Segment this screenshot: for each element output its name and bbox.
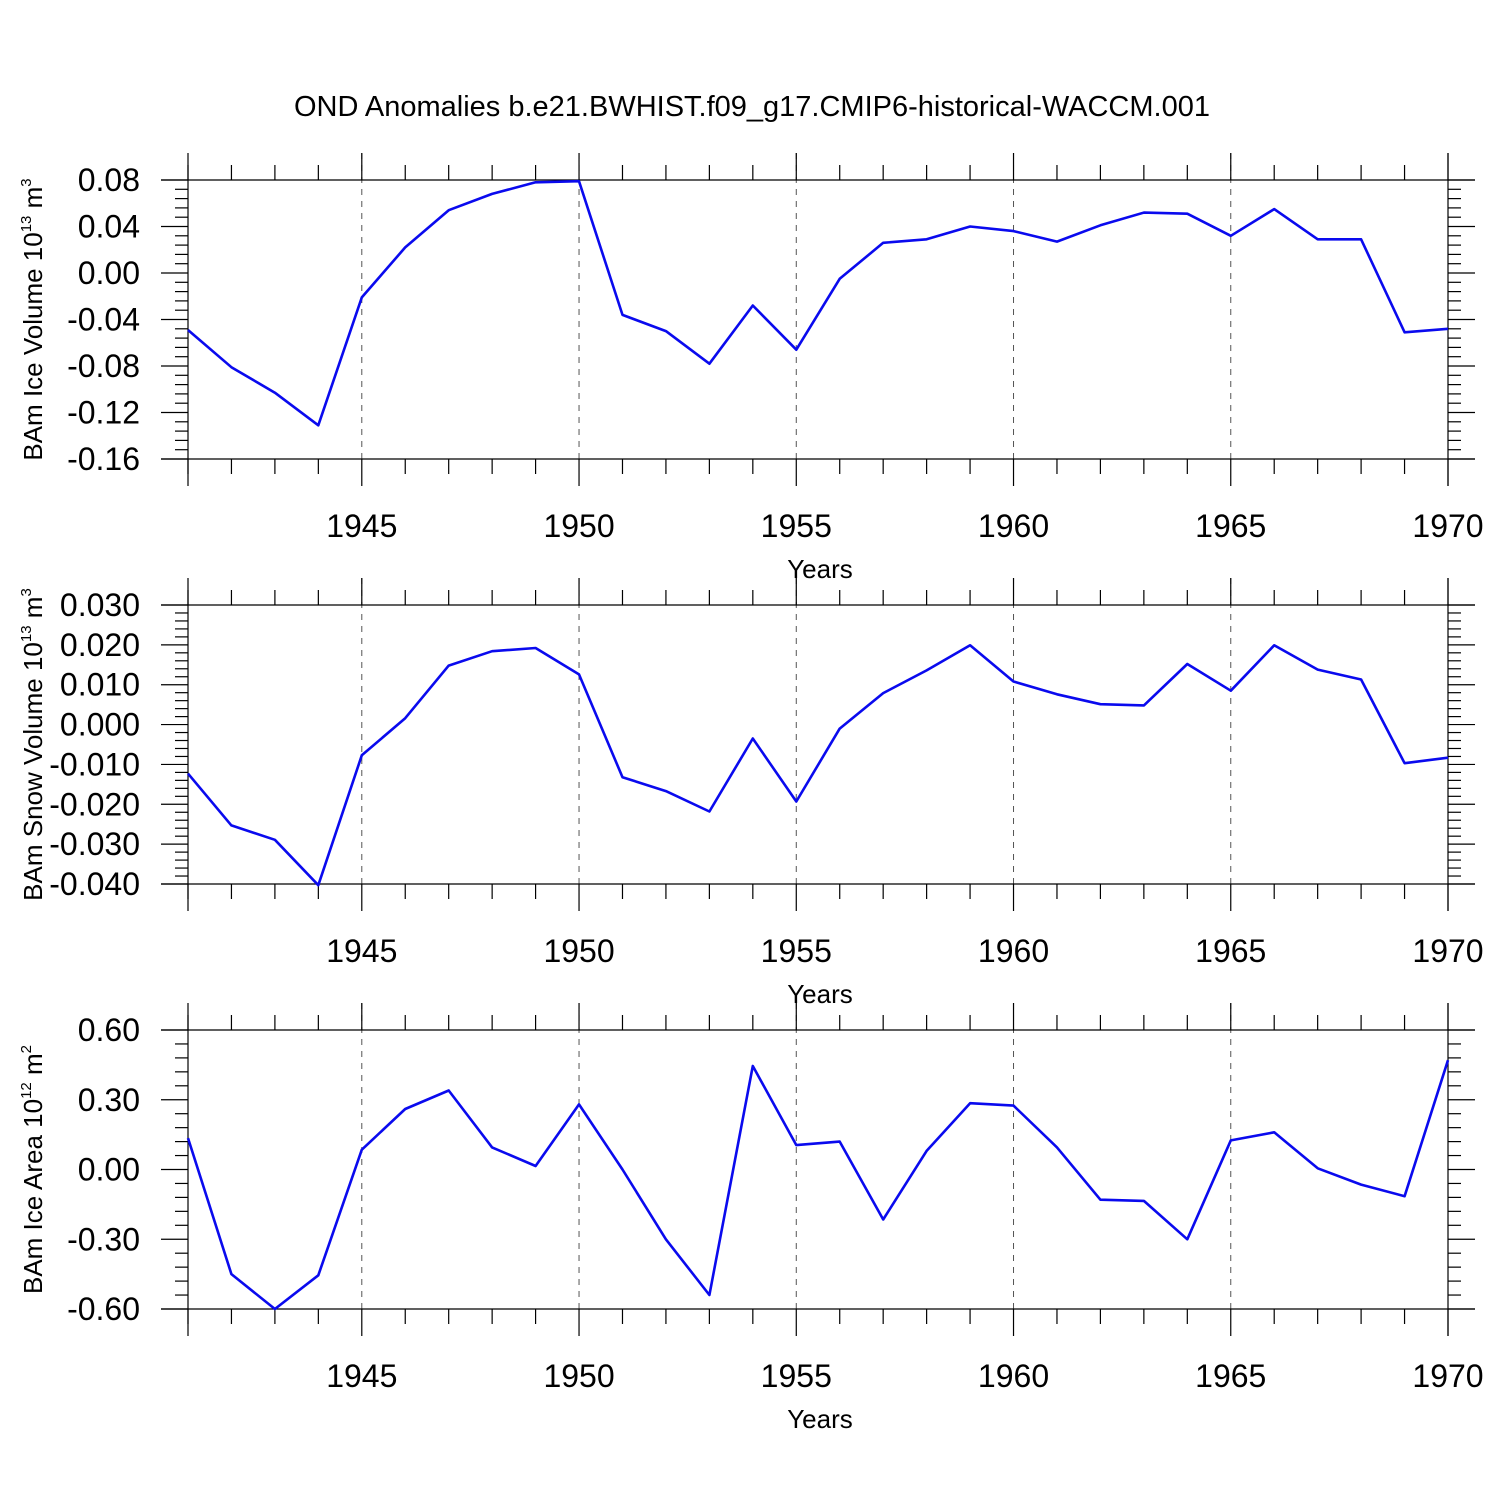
y-tick-label: 0.30 <box>78 1082 140 1118</box>
y-tick-label: -0.030 <box>49 826 140 862</box>
y-tick-label: -0.16 <box>67 441 140 477</box>
x-tick-label: 1960 <box>978 933 1049 969</box>
y-tick-label: -0.04 <box>67 302 140 338</box>
y-tick-label: 0.030 <box>60 587 140 623</box>
y-tick-label: -0.12 <box>67 395 140 431</box>
x-tick-label: 1945 <box>326 933 397 969</box>
y-tick-label: -0.010 <box>49 746 140 782</box>
x-tick-label: 1960 <box>978 508 1049 544</box>
x-axis-title: Years <box>787 554 853 584</box>
y-tick-label: -0.020 <box>49 786 140 822</box>
y-tick-label: 0.010 <box>60 667 140 703</box>
y-tick-label: -0.08 <box>67 348 140 384</box>
figure-title: OND Anomalies b.e21.BWHIST.f09_g17.CMIP6… <box>294 91 1210 123</box>
y-tick-label: -0.040 <box>49 866 140 902</box>
x-tick-label: 1970 <box>1412 933 1483 969</box>
y-axis-title: BAm Snow Volume 1013 m3 <box>18 588 48 901</box>
series-line-ice-area <box>186 1059 1450 1311</box>
x-tick-label: 1955 <box>761 933 832 969</box>
y-tick-label: 0.00 <box>78 255 140 291</box>
y-axis-title: BAm Ice Area 1012 m2 <box>18 1045 48 1294</box>
x-tick-label: 1970 <box>1412 1358 1483 1394</box>
panel-ice-area: 0.60 0.30 0.00 -0.30 -0.60 1945 1950 1955 1960 19… <box>18 1003 1484 1434</box>
y-tick-label: -0.30 <box>67 1221 140 1257</box>
x-tick-label: 1955 <box>761 1358 832 1394</box>
panel-snow-volume: 0.030 0.020 0.010 0.000-0.010 -0.020 -0.030 -0… <box>18 578 1484 1009</box>
x-axis-title: Years <box>787 979 853 1009</box>
x-tick-label: 1945 <box>326 1358 397 1394</box>
x-tick-label: 1945 <box>326 508 397 544</box>
x-tick-label: 1950 <box>543 933 614 969</box>
x-tick-label: 1950 <box>543 508 614 544</box>
panels: 0.08 0.04 0.00 -0.04 -0.08 -0.12 -0.16 1945 1950… <box>18 153 1484 1434</box>
y-tick-label: 0.08 <box>78 162 140 198</box>
y-tick-label: 0.020 <box>60 627 140 663</box>
panel-ice-volume: 0.08 0.04 0.00 -0.04 -0.08 -0.12 -0.16 1945 1950… <box>18 153 1484 584</box>
series-line-ice-volume <box>187 179 1449 427</box>
y-tick-label: 0.04 <box>78 209 140 245</box>
y-axis-title: BAm Ice Volume 1013 m3 <box>18 178 48 460</box>
x-tick-label: 1965 <box>1195 508 1266 544</box>
y-tick-label: 0.000 <box>60 707 140 743</box>
x-tick-label: 1965 <box>1195 933 1266 969</box>
y-tick-label: -0.60 <box>67 1291 140 1327</box>
y-tick-label: 0.60 <box>78 1012 140 1048</box>
x-tick-label: 1965 <box>1195 1358 1266 1394</box>
x-tick-label: 1960 <box>978 1358 1049 1394</box>
series-line-snow-volume <box>187 643 1449 887</box>
x-tick-label: 1955 <box>761 508 832 544</box>
y-tick-label: 0.00 <box>78 1152 140 1188</box>
x-axis-title: Years <box>787 1404 853 1434</box>
x-tick-label: 1950 <box>543 1358 614 1394</box>
x-tick-label: 1970 <box>1412 508 1483 544</box>
